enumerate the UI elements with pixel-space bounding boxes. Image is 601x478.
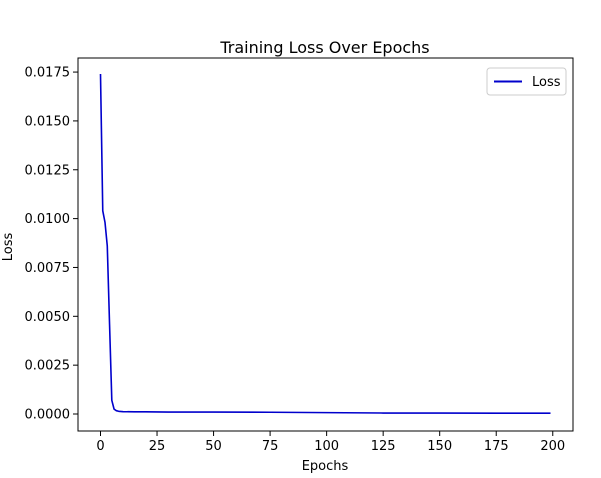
y-tick-label: 0.0025	[25, 359, 71, 374]
y-tick-label: 0.0100	[25, 212, 71, 227]
legend: Loss	[486, 67, 567, 96]
x-tick-label: 0	[96, 439, 104, 454]
y-axis-label: Loss	[1, 233, 16, 262]
x-axis-label: Epochs	[302, 459, 349, 474]
legend-label-loss: Loss	[532, 75, 561, 90]
y-tick-label: 0.0150	[25, 114, 71, 129]
x-tick-label: 175	[484, 439, 509, 454]
series-line-loss	[99, 74, 551, 415]
legend-box	[486, 67, 567, 96]
chart-title: Training Loss Over Epochs	[219, 38, 429, 57]
axis-ticks: 0 25 50 75 100 125 150 175 200 0.0000 0.0025 0.0050…	[25, 66, 566, 454]
y-tick-label: 0.0050	[25, 310, 71, 325]
y-tick-label: 0.0125	[25, 163, 71, 178]
x-tick-label: 125	[371, 439, 396, 454]
y-tick-label: 0.0075	[25, 261, 71, 276]
x-tick-label: 100	[314, 439, 339, 454]
x-tick-label: 25	[149, 439, 166, 454]
x-tick-label: 150	[427, 439, 452, 454]
y-tick-label: 0.0175	[25, 66, 71, 81]
x-tick-label: 200	[540, 439, 565, 454]
x-tick-label: 75	[262, 439, 279, 454]
y-tick-label: 0.0000	[25, 408, 71, 423]
x-tick-label: 50	[205, 439, 222, 454]
series-layer	[99, 74, 551, 415]
plot-frame	[77, 57, 574, 432]
